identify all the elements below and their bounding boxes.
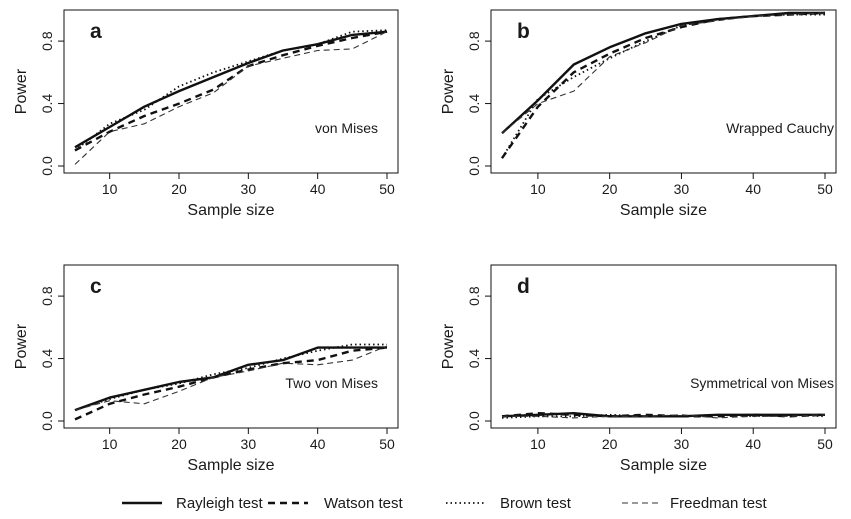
y-axis-title: Power — [13, 323, 30, 369]
x-tick-label: 30 — [241, 181, 257, 197]
legend-label: Brown test — [500, 495, 572, 512]
series-line-rayleigh-test — [501, 11, 825, 135]
y-tick-label: 0.0 — [39, 156, 55, 176]
x-tick-label: 10 — [530, 436, 546, 452]
x-tick-label: 10 — [102, 181, 118, 197]
chart-panel-b: 10 20 30 40 50 0.0 0.4 0.8 Power Sample size b Wrap… — [440, 9, 837, 219]
x-tick-label: 30 — [241, 436, 257, 452]
x-axis-title: Sample size — [187, 202, 274, 219]
series-line-brown-test — [74, 343, 387, 411]
plot-frame — [63, 9, 399, 174]
panel-letter: c — [90, 275, 102, 298]
y-tick-label: 0.0 — [466, 411, 482, 431]
plot-frame — [63, 264, 399, 429]
x-tick-label: 20 — [602, 181, 618, 197]
legend-label: Rayleigh test — [176, 495, 264, 512]
plot-frame — [490, 9, 837, 174]
y-tick-label: 0.4 — [466, 94, 482, 114]
plot-frame — [490, 264, 837, 429]
series-line-watson-test — [74, 346, 388, 421]
y-tick-label: 0.4 — [39, 349, 55, 369]
x-axis-title: Sample size — [187, 457, 274, 474]
x-tick-label: 10 — [530, 181, 546, 197]
series-line-freedman-test — [502, 414, 826, 419]
panel-letter: a — [90, 20, 102, 43]
y-axis-title: Power — [440, 68, 457, 114]
x-tick-label: 50 — [379, 436, 395, 452]
y-tick-label: 0.4 — [39, 94, 55, 114]
x-tick-label: 40 — [310, 181, 326, 197]
y-axis-title: Power — [13, 68, 30, 114]
y-tick-label: 0.8 — [39, 31, 55, 51]
series-line-brown-test — [501, 13, 825, 159]
legend-item: Freedman test — [622, 495, 768, 512]
series-line-freedman-test — [74, 31, 388, 165]
y-tick-label: 0.4 — [466, 349, 482, 369]
chart-panel-d: 10 20 30 40 50 0.0 0.4 0.8 Power Sample size d Symm… — [440, 264, 837, 474]
y-axis-title: Power — [440, 323, 457, 369]
x-tick-label: 40 — [745, 181, 761, 197]
y-tick-label: 0.8 — [466, 31, 482, 51]
y-tick-label: 0.0 — [39, 411, 55, 431]
legend-label: Freedman test — [670, 495, 768, 512]
series-line-rayleigh-test — [74, 30, 388, 149]
series-line-freedman-test — [501, 12, 826, 134]
legend-item: Brown test — [446, 495, 572, 512]
series-line-freedman-test — [74, 345, 388, 411]
y-tick-label: 0.8 — [39, 286, 55, 306]
chart-panel-c: 10 20 30 40 50 0.0 0.4 0.8 Power Sample size c Two … — [13, 264, 399, 474]
x-tick-label: 30 — [674, 436, 690, 452]
panel-annotation: Wrapped Cauchy — [726, 120, 834, 136]
panel-annotation: von Mises — [315, 120, 378, 136]
x-tick-label: 50 — [817, 436, 833, 452]
x-tick-label: 20 — [171, 436, 187, 452]
x-tick-label: 50 — [379, 181, 395, 197]
chart-panel-a: 10 20 30 40 50 0.0 0.4 0.8 Power Sample size a von … — [13, 9, 399, 219]
x-axis-title: Sample size — [620, 457, 707, 474]
panel-annotation: Two von Mises — [285, 375, 378, 391]
legend-item: Watson test — [268, 495, 403, 512]
y-tick-label: 0.0 — [466, 156, 482, 176]
legend: Rayleigh test Watson test Brown test Freedm… — [122, 495, 768, 512]
x-tick-label: 40 — [745, 436, 761, 452]
x-tick-label: 50 — [817, 181, 833, 197]
x-tick-label: 20 — [602, 436, 618, 452]
x-tick-label: 10 — [102, 436, 118, 452]
panel-letter: b — [517, 20, 530, 43]
legend-label: Watson test — [324, 495, 403, 512]
x-tick-label: 40 — [310, 436, 326, 452]
series-line-watson-test — [74, 30, 388, 152]
x-tick-label: 20 — [171, 181, 187, 197]
panel-annotation: Symmetrical von Mises — [690, 375, 834, 391]
panels: 10 20 30 40 50 0.0 0.4 0.8 Power Sample size a von … — [13, 9, 837, 474]
x-axis-title: Sample size — [620, 202, 707, 219]
legend-item: Rayleigh test — [122, 495, 264, 512]
y-tick-label: 0.8 — [466, 286, 482, 306]
panel-letter: d — [517, 275, 530, 298]
series-line-watson-test — [501, 11, 826, 159]
x-tick-label: 30 — [674, 181, 690, 197]
